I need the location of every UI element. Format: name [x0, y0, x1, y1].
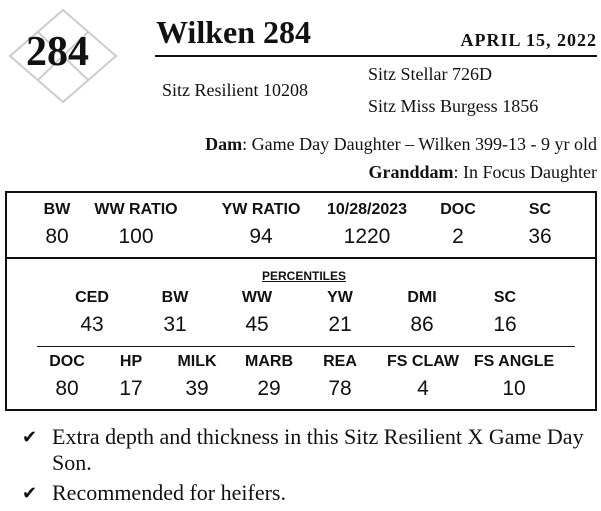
- column-header: MILK: [177, 353, 217, 370]
- cell-value: 80: [55, 377, 79, 400]
- cell-value: 80: [45, 225, 69, 248]
- cell-value: 21: [328, 313, 352, 336]
- column-header: YW RATIO: [221, 201, 301, 218]
- granddam: : In Focus Daughter: [453, 162, 597, 182]
- sire-sire: Sitz Stellar 726D: [368, 64, 492, 84]
- notes: ✔ Extra depth and thickness in this Sitz …: [22, 424, 592, 506]
- cell-value: 29: [257, 377, 281, 400]
- lot-number: 284: [26, 29, 89, 75]
- column-header: BW: [43, 201, 71, 218]
- cell-value: 4: [417, 377, 429, 400]
- rule: [155, 55, 597, 57]
- cell-value: 45: [245, 313, 269, 336]
- cell-value: 39: [185, 377, 209, 400]
- column-header: SC: [493, 289, 517, 306]
- granddam-line: Granddam: In Focus Daughter: [368, 162, 597, 183]
- column-header: HP: [119, 353, 143, 370]
- dam: : Game Day Daughter – Wilken 399-13 - 9 …: [242, 134, 597, 154]
- column-header: WW: [241, 289, 273, 306]
- column-header: DOC: [49, 353, 85, 370]
- note-item: ✔ Recommended for heifers.: [22, 480, 286, 505]
- cell-value: 78: [328, 377, 352, 400]
- percentiles-title: PERCENTILES: [261, 269, 347, 283]
- column-header: SC: [528, 201, 552, 218]
- column-header: BW: [161, 289, 189, 306]
- column-header: FS CLAW: [387, 353, 459, 370]
- cell-value: 94: [249, 225, 273, 248]
- cell-value: 17: [119, 377, 143, 400]
- cell-value: 1220: [343, 225, 391, 248]
- column-header: CED: [75, 289, 109, 306]
- dam-label: Dam: [205, 134, 243, 154]
- sale-date: APRIL 15, 2022: [460, 30, 597, 50]
- note: Extra depth and thickness in this Sitz R…: [52, 424, 584, 475]
- stats-table: PERCENTILES BW 80 WW RATIO 100 YW RATIO 94 10/…: [5, 191, 597, 411]
- cell-value: 43: [80, 313, 104, 336]
- note: Recommended for heifers.: [52, 480, 286, 505]
- column-header: FS ANGLE: [473, 353, 555, 370]
- dam-line: Dam: Game Day Daughter – Wilken 399-13 -…: [205, 134, 597, 155]
- cell-value: 31: [163, 313, 187, 336]
- cell-value: 2: [452, 225, 464, 248]
- cell-value: 36: [528, 225, 552, 248]
- cell-value: 100: [118, 225, 154, 248]
- granddam-label: Granddam: [368, 162, 454, 182]
- column-header: REA: [323, 353, 357, 370]
- column-header: YW: [327, 289, 353, 306]
- note-item: ✔ Extra depth and thickness in this Sitz …: [22, 424, 584, 475]
- row-divider: [7, 257, 595, 259]
- animal-name: Wilken 284: [156, 14, 311, 50]
- row-divider: [37, 346, 575, 347]
- column-header: DOC: [440, 201, 476, 218]
- column-header: MARB: [245, 353, 293, 370]
- cell-value: 10: [502, 377, 526, 400]
- column-header: WW RATIO: [94, 201, 178, 218]
- column-header: DMI: [407, 289, 437, 306]
- sire-dam: Sitz Miss Burgess 1856: [368, 96, 539, 116]
- sire: Sitz Resilient 10208: [162, 80, 308, 100]
- column-header: 10/28/2023: [326, 201, 408, 218]
- cell-value: 16: [493, 313, 517, 336]
- cell-value: 86: [410, 313, 434, 336]
- lot-emblem: [8, 8, 118, 104]
